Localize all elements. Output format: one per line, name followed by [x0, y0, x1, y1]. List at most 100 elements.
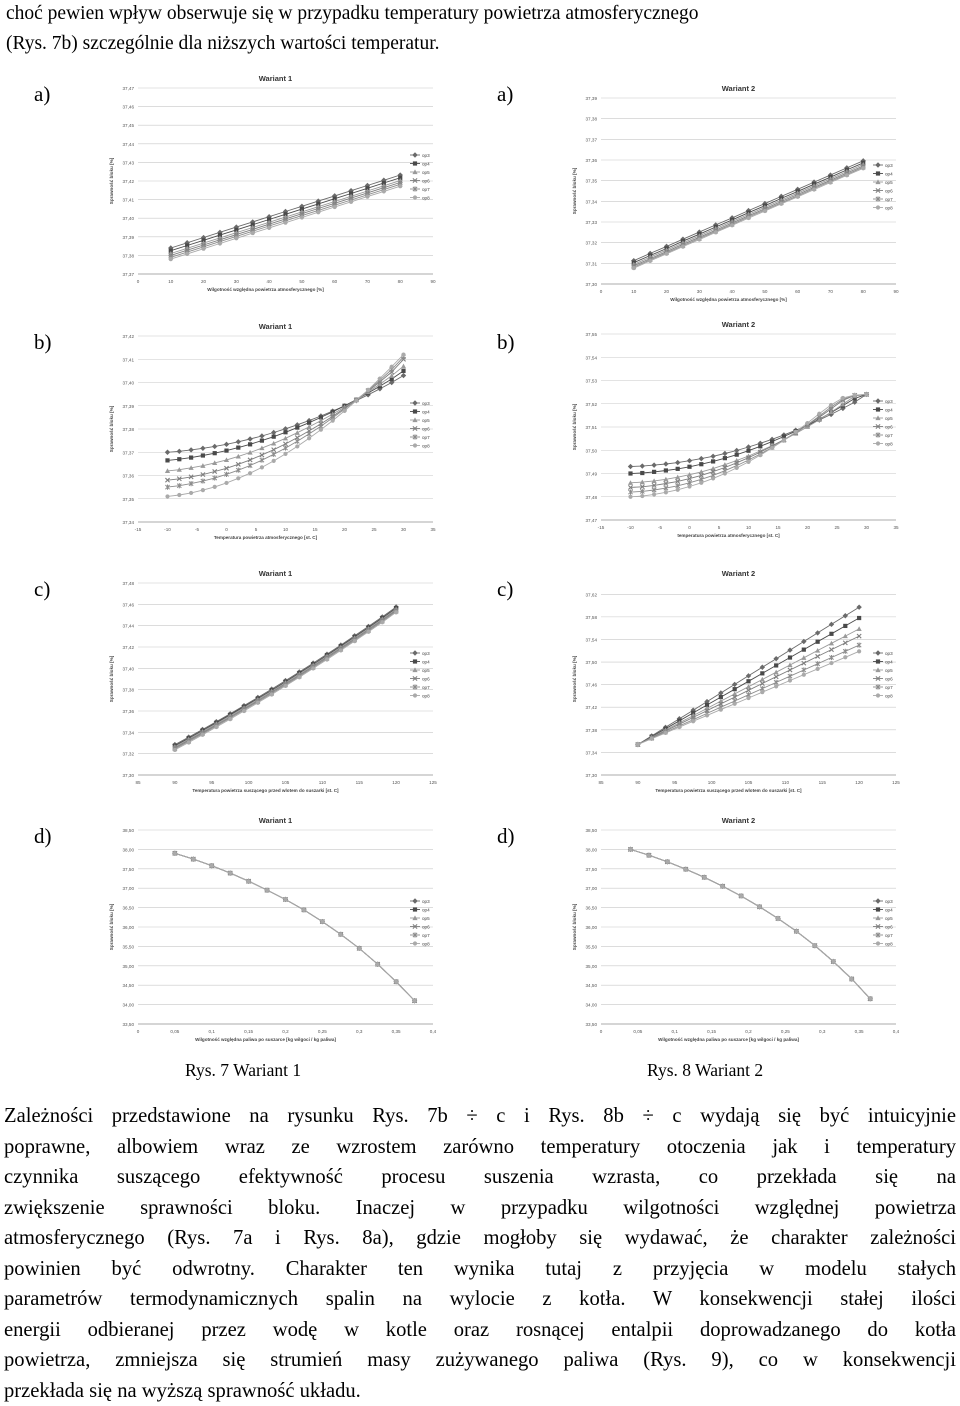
x-tick-label: 20	[201, 279, 207, 284]
y-tick-label: 37,00	[586, 886, 598, 891]
data-point-op8	[248, 471, 252, 475]
x-tick-label: -5	[658, 525, 663, 530]
y-tick-label: 37,46	[123, 105, 135, 110]
data-point-op3	[856, 604, 861, 609]
y-tick-label: 36,00	[123, 925, 135, 930]
y-tick-label: 37,44	[123, 624, 135, 629]
data-point-op5	[307, 424, 312, 429]
data-point-op5	[283, 436, 288, 441]
data-point-op7	[802, 667, 806, 672]
data-point-op8	[173, 851, 177, 855]
x-tick-label: 90	[172, 780, 178, 785]
y-tick-label: 37,31	[586, 261, 598, 266]
y-tick-label: 37,38	[123, 253, 135, 258]
x-tick-label: 120	[392, 780, 400, 785]
data-point-op3	[675, 460, 680, 465]
y-tick-label: 37,34	[586, 750, 598, 755]
y-tick-label: 37,50	[586, 448, 598, 453]
data-point-op5	[774, 670, 779, 675]
legend-label: op6	[422, 427, 430, 432]
data-point-op4	[735, 453, 739, 457]
x-tick-label: 120	[855, 780, 863, 785]
y-tick-label: 37,34	[123, 730, 135, 735]
chart-7b: Wariant 137,3437,3537,3637,3737,3837,393…	[105, 320, 445, 552]
data-point-op8	[260, 465, 264, 469]
series-line-op3	[175, 607, 396, 745]
y-tick-label: 37,30	[123, 773, 135, 778]
y-tick-label: 37,40	[123, 666, 135, 671]
chart-title: Wariant 1	[259, 816, 292, 825]
data-point-op8	[664, 490, 668, 494]
data-point-op7	[307, 431, 311, 436]
data-point-op3	[829, 622, 834, 627]
data-point-op3	[687, 458, 692, 463]
x-tick-label: 0,25	[318, 1029, 327, 1034]
x-tick-label: 70	[365, 279, 371, 284]
data-point-op4	[272, 435, 276, 439]
data-point-op8	[283, 897, 287, 901]
panel-label-7a: a)	[34, 82, 50, 106]
data-point-op3	[165, 450, 170, 455]
y-tick-label: 37,42	[586, 705, 598, 710]
data-point-op4	[177, 457, 181, 461]
data-point-op8	[242, 709, 246, 713]
x-tick-label: 5	[718, 525, 721, 530]
x-tick-label: 125	[892, 780, 900, 785]
legend-label: op4	[885, 172, 893, 177]
x-tick-label: 0	[600, 289, 603, 294]
legend-label: op4	[885, 908, 893, 913]
data-point-op8	[177, 493, 181, 497]
data-point-op8	[265, 888, 269, 892]
data-point-op8	[770, 446, 774, 450]
y-tick-label: 37,37	[586, 137, 598, 142]
x-tick-label: 70	[828, 289, 834, 294]
data-point-op8	[333, 205, 337, 209]
data-point-op8	[711, 476, 715, 480]
x-tick-label: 40	[730, 289, 736, 294]
legend-marker	[413, 443, 417, 447]
data-point-op8	[841, 396, 845, 400]
x-tick-label: 0,2	[282, 1029, 289, 1034]
data-point-op8	[394, 980, 398, 984]
data-point-op8	[342, 409, 346, 413]
data-point-op6	[857, 634, 861, 638]
legend-marker	[875, 162, 880, 167]
data-point-op8	[185, 252, 189, 256]
data-point-op4	[295, 426, 299, 430]
x-tick-label: 10	[746, 525, 752, 530]
data-point-op7	[829, 655, 833, 660]
x-axis-label: Wilgotność względna powietrza atmosferyc…	[207, 287, 324, 292]
y-tick-label: 37,46	[586, 683, 598, 688]
x-tick-label: 125	[429, 780, 437, 785]
data-point-op4	[802, 648, 806, 652]
y-tick-label: 37,41	[123, 357, 135, 362]
y-tick-label: 37,48	[586, 495, 598, 500]
x-tick-label: 30	[401, 527, 407, 532]
y-tick-label: 37,00	[123, 886, 135, 891]
legend-label: op7	[885, 685, 893, 690]
data-point-op8	[628, 847, 632, 851]
data-point-op8	[228, 871, 232, 875]
x-tick-label: 115	[356, 780, 364, 785]
data-point-op8	[788, 678, 792, 682]
data-point-op8	[311, 666, 315, 670]
data-point-op8	[664, 252, 668, 256]
data-point-op8	[648, 259, 652, 263]
y-tick-label: 37,30	[586, 773, 598, 778]
data-point-op8	[300, 215, 304, 219]
data-point-op8	[864, 392, 868, 396]
data-point-op3	[732, 682, 737, 687]
data-point-op6	[788, 668, 792, 672]
x-tick-label: 50	[299, 279, 305, 284]
x-tick-label: 80	[861, 289, 867, 294]
y-tick-label: 33,50	[586, 1022, 598, 1027]
paragraph-line: zwiększenie sprawności bloku. Inaczej w …	[4, 1193, 956, 1224]
paragraph-line: atmosferycznego (Rys. 7a i Rys. 8a), gdz…	[4, 1223, 956, 1254]
data-point-op4	[224, 449, 228, 453]
y-tick-label: 36,00	[586, 925, 598, 930]
data-point-op8	[354, 399, 358, 403]
data-point-op3	[699, 456, 704, 461]
data-point-op8	[760, 690, 764, 694]
x-tick-label: -10	[164, 527, 171, 532]
y-tick-label: 34,00	[586, 1003, 598, 1008]
